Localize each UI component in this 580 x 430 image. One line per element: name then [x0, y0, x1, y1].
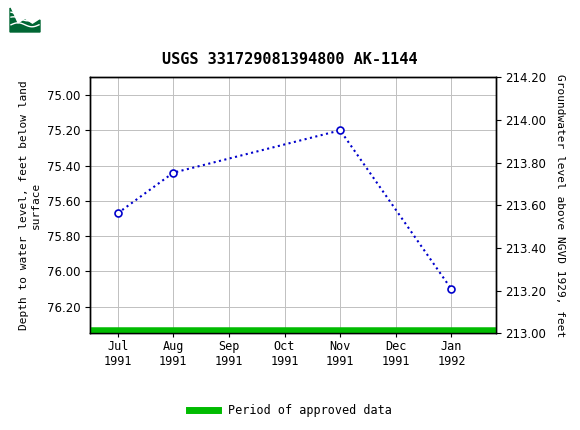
Polygon shape: [10, 8, 40, 32]
Y-axis label: Depth to water level, feet below land
surface: Depth to water level, feet below land su…: [19, 80, 41, 330]
Text: USGS: USGS: [45, 10, 109, 30]
Y-axis label: Groundwater level above NGVD 1929, feet: Groundwater level above NGVD 1929, feet: [555, 74, 565, 337]
Text: USGS 331729081394800 AK-1144: USGS 331729081394800 AK-1144: [162, 52, 418, 67]
Legend: Period of approved data: Period of approved data: [184, 399, 396, 422]
FancyBboxPatch shape: [10, 8, 40, 32]
